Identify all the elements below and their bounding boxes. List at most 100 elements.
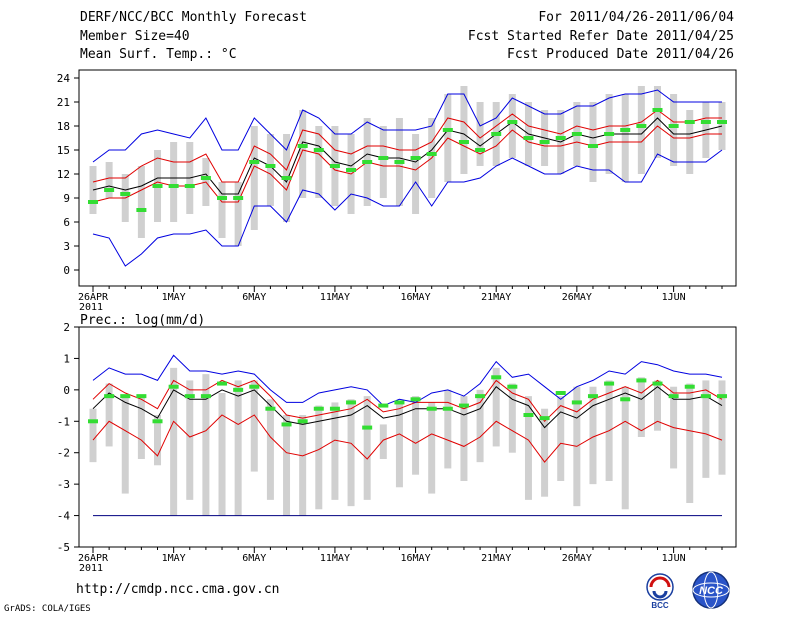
observed-marker (233, 196, 244, 200)
spread-box (250, 380, 258, 472)
observed-marker (249, 160, 260, 164)
bcc-logo-icon: BCC (646, 573, 674, 610)
spread-box (412, 396, 420, 475)
observed-marker (152, 419, 163, 424)
spread-box (541, 408, 549, 497)
temperature-variable-label: Mean Surf. Temp.: °C (80, 47, 237, 62)
bcc-logo-text: BCC (651, 601, 669, 610)
spread-box (508, 383, 516, 453)
x-tick-label: 26MAY (562, 292, 592, 303)
observed-marker (410, 156, 421, 160)
x-tick-label: 21MAY (481, 292, 511, 303)
y-tick-label: 24 (57, 72, 71, 85)
x-year-label: 2011 (79, 563, 103, 574)
observed-marker (217, 381, 228, 386)
member-size-label: Member Size=40 (80, 29, 190, 44)
spread-box (121, 396, 129, 494)
spread-box (557, 396, 565, 481)
observed-marker (88, 200, 98, 204)
observed-marker (620, 397, 631, 402)
observed-marker (717, 394, 727, 399)
forecast-started-label: Fcst Started Refer Date 2011/04/25 (467, 29, 734, 44)
spread-box (170, 367, 178, 516)
spread-box (331, 402, 339, 500)
series-line-ensemble-mean (92, 385, 723, 429)
x-tick-label: 6MAY (242, 292, 266, 303)
spread-box (379, 126, 387, 198)
spread-box (395, 402, 403, 488)
observed-marker (475, 394, 486, 399)
observed-marker (378, 156, 389, 160)
y-tick-label: -3 (57, 478, 70, 491)
spread-box (266, 399, 274, 500)
spread-box (89, 408, 97, 463)
spread-box (170, 142, 178, 222)
spread-box (637, 377, 645, 437)
y-tick-label: 6 (63, 216, 70, 229)
observed-marker (265, 164, 276, 168)
observed-marker (281, 422, 292, 427)
series-line-mean-spread (92, 414, 723, 463)
y-tick-label: 15 (57, 144, 70, 157)
observed-marker (378, 403, 389, 408)
y-tick-label: 21 (57, 96, 70, 109)
y-tick-label: 0 (63, 264, 70, 277)
spread-box (718, 380, 726, 475)
observed-marker (249, 384, 260, 389)
panel-temperature: 0 3 6 9 12 15 18 21 24 26APR 1MAY 6MAY 11MAY 16MAY 21M… (57, 69, 737, 313)
observed-marker (700, 394, 711, 399)
observed-marker (184, 394, 195, 399)
observed-marker (88, 419, 98, 424)
y-tick-label: 18 (57, 120, 70, 133)
forecast-produced-label: Fcst Produced Date 2011/04/26 (507, 47, 734, 62)
spread-box (492, 367, 500, 447)
x-tick-label: 26APR (78, 553, 109, 564)
spread-box (686, 110, 694, 174)
observed-marker (265, 406, 276, 411)
spread-box (315, 126, 323, 198)
observed-marker (700, 120, 711, 124)
observed-marker (604, 381, 615, 386)
spread-box (444, 389, 452, 469)
observed-marker (684, 384, 695, 389)
observed-marker (394, 400, 405, 405)
x-tick-label: 1JUN (662, 553, 686, 564)
observed-marker (491, 132, 502, 136)
observed-marker (507, 120, 518, 124)
spread-box (379, 424, 387, 459)
observed-marker (604, 132, 615, 136)
observed-marker (491, 375, 502, 380)
observed-marker (442, 128, 453, 132)
y-tick-label: 9 (63, 192, 70, 205)
observed-marker (313, 406, 324, 411)
y-tick-label: -1 (57, 415, 70, 428)
figure-title: DERF/NCC/BCC Monthly Forecast (80, 10, 307, 25)
observed-marker (539, 416, 550, 421)
observed-marker (120, 192, 131, 196)
observed-marker (200, 176, 211, 180)
series-line-mean-spread (92, 125, 722, 203)
observed-marker (587, 144, 598, 148)
observed-marker (233, 387, 244, 392)
x-tick-label: 11MAY (320, 553, 350, 564)
observed-marker (136, 208, 147, 212)
observed-marker (636, 378, 647, 383)
observed-marker (717, 120, 727, 124)
x-tick-label: 1MAY (162, 553, 186, 564)
spread-box (137, 396, 145, 459)
observed-marker (523, 136, 534, 140)
spread-box (460, 396, 468, 481)
spread-box (670, 94, 678, 166)
x-tick-label: 1JUN (662, 292, 686, 303)
observed-marker (200, 394, 211, 399)
observed-marker (668, 124, 679, 128)
observed-marker (668, 394, 679, 399)
spread-box (686, 383, 694, 503)
spread-box (315, 405, 323, 510)
observed-marker (168, 184, 179, 188)
observed-marker (329, 406, 340, 411)
spread-box (137, 166, 145, 238)
observed-marker (104, 394, 115, 399)
